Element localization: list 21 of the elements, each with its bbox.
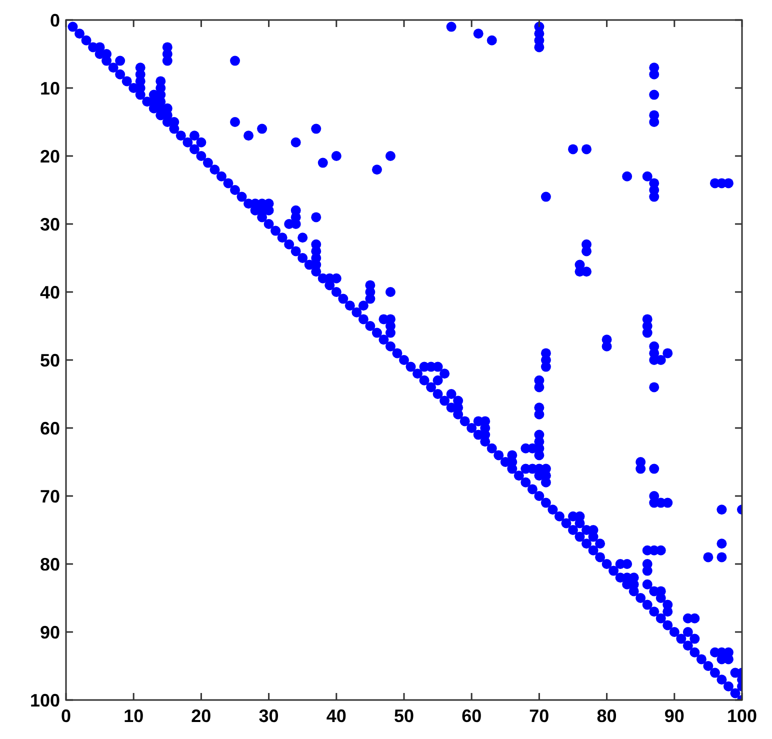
x-tick-label: 30 — [258, 706, 279, 726]
y-tick-label: 80 — [40, 554, 60, 574]
x-tick-label: 70 — [529, 706, 550, 726]
y-tick-label: 70 — [40, 486, 60, 506]
x-tick-label: 50 — [394, 706, 414, 726]
x-tick-label: 60 — [462, 706, 482, 726]
y-tick-label: 40 — [40, 282, 60, 302]
x-tick-label: 100 — [726, 706, 758, 726]
y-tick-label: 90 — [40, 622, 60, 642]
y-tick-label: 60 — [40, 418, 60, 438]
y-tick-label: 10 — [40, 78, 60, 98]
y-tick-label: 50 — [40, 350, 60, 370]
y-tick-label: 20 — [40, 146, 60, 166]
x-tick-label: 40 — [326, 706, 346, 726]
x-tick-label: 90 — [664, 706, 684, 726]
y-tick-label: 100 — [30, 690, 60, 710]
x-tick-label: 10 — [124, 706, 144, 726]
x-tick-label: 20 — [191, 706, 212, 726]
x-tick-label: 80 — [596, 706, 617, 726]
y-tick-label: 30 — [40, 214, 60, 234]
y-tick-label: 0 — [50, 10, 60, 30]
